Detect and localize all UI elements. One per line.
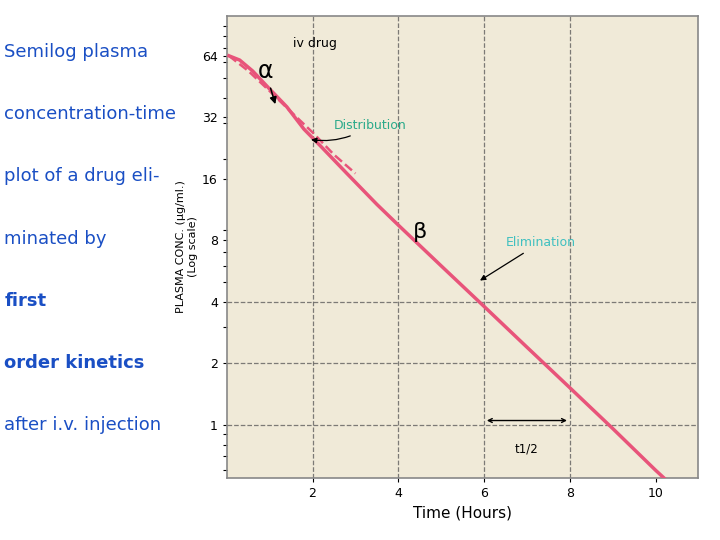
Text: Distribution: Distribution	[312, 119, 407, 143]
Text: concentration-time: concentration-time	[4, 105, 176, 123]
Text: after i.v. injection: after i.v. injection	[4, 416, 161, 434]
Text: t1/2: t1/2	[515, 442, 539, 455]
Y-axis label: PLASMA CONC. (μg/ml.)
(Log scale): PLASMA CONC. (μg/ml.) (Log scale)	[176, 180, 198, 314]
Text: minated by: minated by	[4, 230, 112, 247]
Text: Elimination: Elimination	[481, 236, 575, 280]
X-axis label: Time (Hours): Time (Hours)	[413, 505, 512, 521]
Text: iv drug: iv drug	[293, 37, 337, 50]
Text: α: α	[258, 59, 276, 103]
Text: plot of a drug eli-: plot of a drug eli-	[4, 167, 160, 185]
Text: first: first	[4, 292, 46, 309]
Text: Semilog plasma: Semilog plasma	[4, 43, 148, 61]
Text: β: β	[413, 222, 428, 242]
Text: order kinetics: order kinetics	[4, 354, 145, 372]
